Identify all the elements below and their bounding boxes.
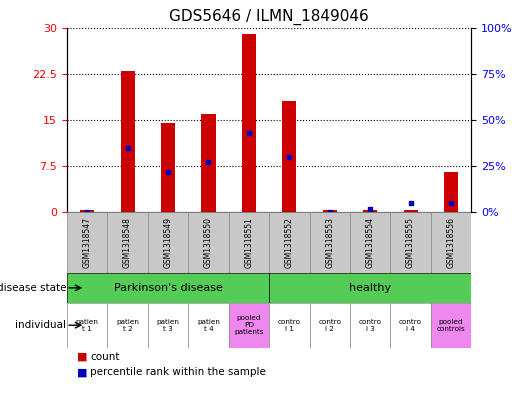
FancyBboxPatch shape	[229, 212, 269, 273]
Point	[245, 130, 253, 136]
Bar	[242, 34, 256, 212]
Point	[124, 144, 132, 151]
FancyBboxPatch shape	[431, 212, 471, 273]
FancyBboxPatch shape	[148, 303, 188, 348]
FancyBboxPatch shape	[67, 212, 108, 273]
Text: GSM1318547: GSM1318547	[83, 217, 92, 268]
Text: GSM1318556: GSM1318556	[447, 217, 455, 268]
Bar	[161, 123, 175, 212]
Point	[366, 206, 374, 213]
Text: GSM1318550: GSM1318550	[204, 217, 213, 268]
Text: individual: individual	[15, 320, 66, 330]
Point	[447, 200, 455, 206]
Text: ■: ■	[77, 352, 88, 362]
Text: contro
l 4: contro l 4	[399, 319, 422, 332]
FancyBboxPatch shape	[390, 212, 431, 273]
Text: patien
t 4: patien t 4	[197, 319, 220, 332]
Text: GSM1318555: GSM1318555	[406, 217, 415, 268]
Bar	[121, 71, 134, 212]
FancyBboxPatch shape	[188, 303, 229, 348]
FancyBboxPatch shape	[148, 212, 188, 273]
Bar	[363, 210, 377, 212]
Point	[83, 209, 91, 215]
FancyBboxPatch shape	[108, 212, 148, 273]
Text: contro
l 2: contro l 2	[318, 319, 341, 332]
FancyBboxPatch shape	[269, 273, 471, 303]
Text: healthy: healthy	[349, 283, 391, 293]
Title: GDS5646 / ILMN_1849046: GDS5646 / ILMN_1849046	[169, 9, 369, 25]
Bar	[201, 114, 215, 212]
Point	[204, 159, 213, 165]
FancyBboxPatch shape	[431, 303, 471, 348]
Bar	[444, 172, 458, 212]
FancyBboxPatch shape	[67, 273, 269, 303]
Text: GSM1318552: GSM1318552	[285, 217, 294, 268]
FancyBboxPatch shape	[269, 303, 310, 348]
Text: count: count	[90, 352, 119, 362]
FancyBboxPatch shape	[229, 303, 269, 348]
Text: disease state: disease state	[0, 283, 66, 293]
Text: pooled
controls: pooled controls	[437, 319, 466, 332]
Text: patien
t 2: patien t 2	[116, 319, 139, 332]
Text: GSM1318549: GSM1318549	[164, 217, 173, 268]
FancyBboxPatch shape	[310, 303, 350, 348]
Text: contro
l 1: contro l 1	[278, 319, 301, 332]
Point	[406, 200, 415, 206]
Text: GSM1318554: GSM1318554	[366, 217, 374, 268]
Text: pooled
PD
patients: pooled PD patients	[234, 315, 264, 335]
Text: percentile rank within the sample: percentile rank within the sample	[90, 367, 266, 377]
FancyBboxPatch shape	[188, 212, 229, 273]
Text: GSM1318548: GSM1318548	[123, 217, 132, 268]
Point	[285, 154, 294, 160]
FancyBboxPatch shape	[108, 303, 148, 348]
Point	[164, 169, 172, 175]
Bar	[282, 101, 296, 212]
Point	[325, 209, 334, 215]
Text: Parkinson's disease: Parkinson's disease	[114, 283, 222, 293]
FancyBboxPatch shape	[390, 303, 431, 348]
Bar	[80, 210, 94, 212]
FancyBboxPatch shape	[310, 212, 350, 273]
Bar	[404, 210, 418, 212]
Bar	[323, 210, 337, 212]
FancyBboxPatch shape	[67, 303, 108, 348]
FancyBboxPatch shape	[350, 303, 390, 348]
FancyBboxPatch shape	[269, 212, 310, 273]
FancyBboxPatch shape	[350, 212, 390, 273]
Text: contro
l 3: contro l 3	[358, 319, 382, 332]
Text: ■: ■	[77, 367, 88, 377]
Text: GSM1318553: GSM1318553	[325, 217, 334, 268]
Text: GSM1318551: GSM1318551	[245, 217, 253, 268]
Text: patien
t 1: patien t 1	[76, 319, 98, 332]
Text: patien
t 3: patien t 3	[157, 319, 179, 332]
